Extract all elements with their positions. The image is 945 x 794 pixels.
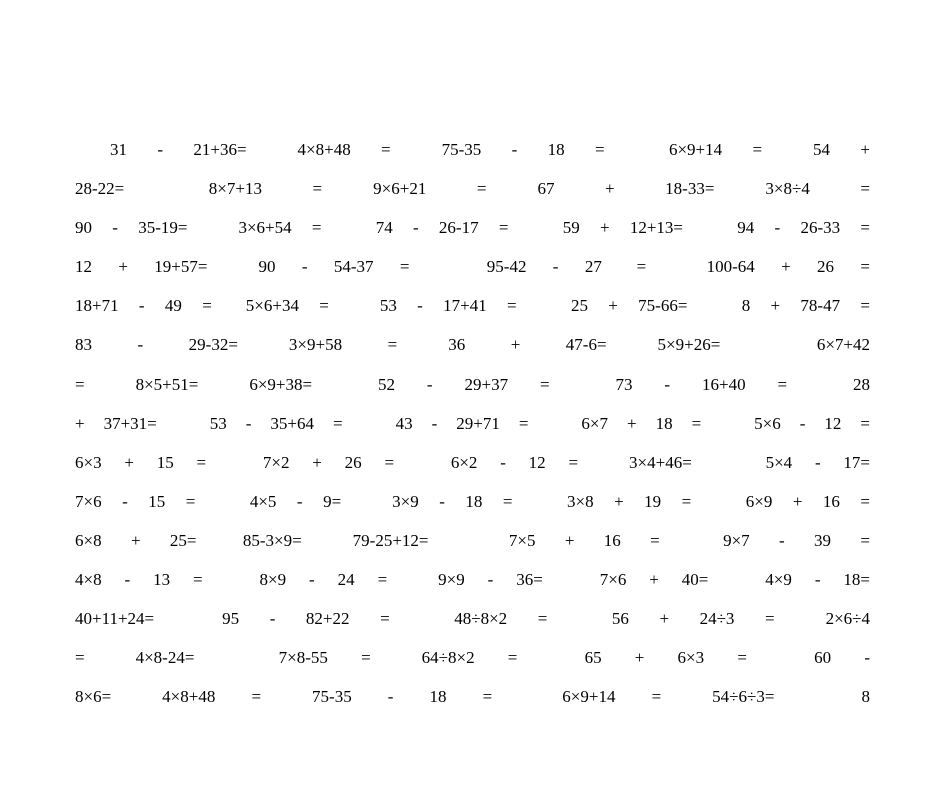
math-worksheet: 31 - 21+36= 4×8+48 = 75-35 - 18 = 6×9+14… <box>75 130 870 716</box>
worksheet-line: 40+11+24= 95 - 82+22 = 48÷8×2 = 56 + 24÷… <box>75 599 870 638</box>
worksheet-line: 83 - 29-32= 3×9+58 = 36 + 47-6= 5×9+26= … <box>75 325 870 364</box>
worksheet-line: 18+71 - 49 = 5×6+34 = 53 - 17+41 = 25 + … <box>75 286 870 325</box>
worksheet-line: 8×6= 4×8+48 = 75-35 - 18 = 6×9+14 = 54÷6… <box>75 677 870 716</box>
worksheet-line: 7×6 - 15 = 4×5 - 9= 3×9 - 18 = 3×8 + 19 … <box>75 482 870 521</box>
worksheet-line: 12 + 19+57= 90 - 54-37 = 95-42 - 27 = 10… <box>75 247 870 286</box>
worksheet-line: 28-22= 8×7+13 = 9×6+21 = 67 + 18-33= 3×8… <box>75 169 870 208</box>
worksheet-line: 31 - 21+36= 4×8+48 = 75-35 - 18 = 6×9+14… <box>75 130 870 169</box>
worksheet-line: 4×8 - 13 = 8×9 - 24 = 9×9 - 36= 7×6 + 40… <box>75 560 870 599</box>
worksheet-line: 6×3 + 15 = 7×2 + 26 = 6×2 - 12 = 3×4+46=… <box>75 443 870 482</box>
worksheet-line: + 37+31= 53 - 35+64 = 43 - 29+71 = 6×7 +… <box>75 404 870 443</box>
worksheet-line: 6×8 + 25= 85-3×9= 79-25+12= 7×5 + 16 = 9… <box>75 521 870 560</box>
worksheet-line: = 4×8-24= 7×8-55 = 64÷8×2 = 65 + 6×3 = 6… <box>75 638 870 677</box>
worksheet-line: = 8×5+51= 6×9+38= 52 - 29+37 = 73 - 16+4… <box>75 365 870 404</box>
worksheet-line: 90 - 35-19= 3×6+54 = 74 - 26-17 = 59 + 1… <box>75 208 870 247</box>
